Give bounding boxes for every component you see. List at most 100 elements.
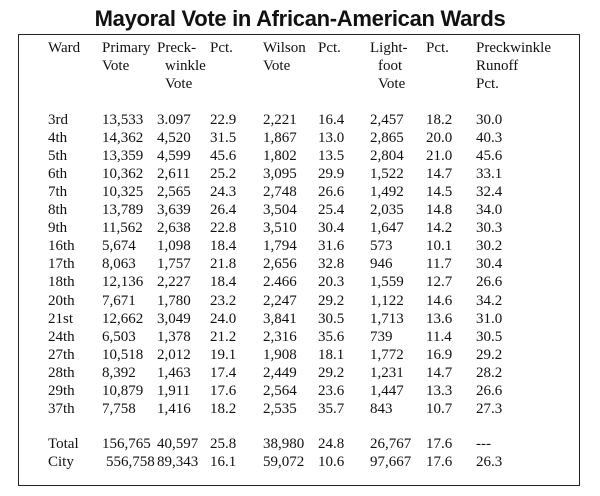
table-cell: 21st [48,310,74,327]
title: Mayoral Vote in African-American Wards [94,6,506,31]
table-cell: 16.4 [318,112,345,128]
table-cell: 2,656 [263,256,297,273]
table-cell: 14.6 [426,292,453,309]
table-cell: 26.6 [318,184,345,201]
table-cell: 10,518 [102,346,144,363]
table-cell: 2,611 [157,166,191,183]
table-cell: 19.1 [210,346,237,363]
table-cell: 1,794 [263,238,297,255]
header-cell: Vote [102,58,130,74]
table-cell: 29.9 [318,166,345,183]
table-cell: 30.3 [476,220,503,237]
table-cell: 13.6 [426,310,453,327]
table-cell: 25.4 [318,202,345,219]
table-cell: 34.2 [476,292,503,309]
table-cell: 1,122 [370,292,404,309]
table-cell: 25.2 [210,166,237,183]
table-cell: 10.1 [426,238,453,255]
table-cell: 2,457 [370,112,404,128]
table-cell: 2,449 [263,364,297,381]
table-cell: 9th [48,220,68,237]
table-cell: 45.6 [476,148,503,165]
table-cell: 32.4 [476,184,503,201]
total-cell: 10.6 [318,454,345,470]
table-cell: 2.466 [263,274,297,291]
table-cell: 1,231 [370,364,404,381]
table-cell: 40.3 [476,130,503,147]
table-cell: 7,671 [102,292,136,309]
header-cell: winkle [165,58,206,74]
table-cell: 31.0 [476,310,503,327]
table-cell: 7,758 [102,400,136,417]
header-cell: Preckwinkle [476,40,551,56]
table-cell: 1,647 [370,220,404,237]
header-cell: Pct. [476,76,499,92]
table-cell: 26.6 [476,274,503,291]
total-cell: 40,597 [157,436,199,452]
table-cell: 21.2 [210,328,237,345]
total-cell: 89,343 [157,454,199,470]
table-cell: 2,316 [263,328,297,345]
table-cell: 739 [370,328,393,345]
table-cell: 29.2 [318,292,345,309]
table-cell: 1,098 [157,238,191,255]
table-cell: 2,035 [370,202,404,219]
table-cell: 28.2 [476,364,503,381]
header-cell: Vote [165,76,193,92]
table-cell: 29.2 [318,364,345,381]
table-cell: 45.6 [210,148,237,165]
header-cell: Runoff [476,58,519,74]
total-cell: 97,667 [370,454,412,470]
table-cell: 30.4 [476,256,503,273]
table-cell: 8,063 [102,256,136,273]
table-cell: 3,841 [263,310,297,327]
table-cell: 3.097 [157,112,191,128]
table-cell: 23.2 [210,292,237,309]
header-cell: Wilson [263,40,306,56]
table-cell: 13.3 [426,382,453,399]
total-cell: 24.8 [318,436,345,452]
table-cell: 4,520 [157,130,191,147]
table-cell: 1,802 [263,148,297,165]
table-cell: 4th [48,130,68,147]
table-cell: 18.2 [426,112,453,128]
table-cell: 13,789 [102,202,144,219]
table-cell: 24.3 [210,184,237,201]
table-cell: 26.4 [210,202,237,219]
table-cell: 28th [48,364,75,381]
table-cell: 32.8 [318,256,345,273]
table-cell: 2,227 [157,274,191,291]
table-cell: 13,533 [102,112,144,128]
table-cell: 13.5 [318,148,345,165]
table-cell: 1,416 [157,400,191,417]
table-cell: 35.7 [318,400,345,417]
table-cell: 13.0 [318,130,345,147]
table-cell: 18.4 [210,274,237,291]
total-cell: City [48,454,74,470]
table-cell: 1,447 [370,382,404,399]
table-cell: 14.5 [426,184,453,201]
header-cell: Vote [378,76,406,92]
table-cell: 14.2 [426,220,453,237]
table-cell: 6,503 [102,328,136,345]
table-cell: 10.7 [426,400,453,417]
table-cell: 16th [48,238,75,255]
table-cell: 5th [48,148,68,165]
total-cell: 26.3 [476,454,503,470]
table-cell: 37th [48,400,75,417]
table-cell: 1,522 [370,166,404,183]
table-cell: 20.0 [426,130,453,147]
table-cell: 4,599 [157,148,191,165]
table-cell: 26.6 [476,382,503,399]
total-cell: 17.6 [426,436,453,452]
table-cell: 35.6 [318,328,345,345]
table-cell: 8,392 [102,364,136,381]
header-cell: Vote [263,58,291,74]
header-cell: Pct. [426,40,449,56]
table-cell: 24.0 [210,310,237,327]
table-cell: 2,221 [263,112,297,128]
table-cell: 1,911 [157,382,191,399]
table-cell: 34.0 [476,202,503,219]
table-cell: 21.8 [210,256,237,273]
table-cell: 2,535 [263,400,297,417]
